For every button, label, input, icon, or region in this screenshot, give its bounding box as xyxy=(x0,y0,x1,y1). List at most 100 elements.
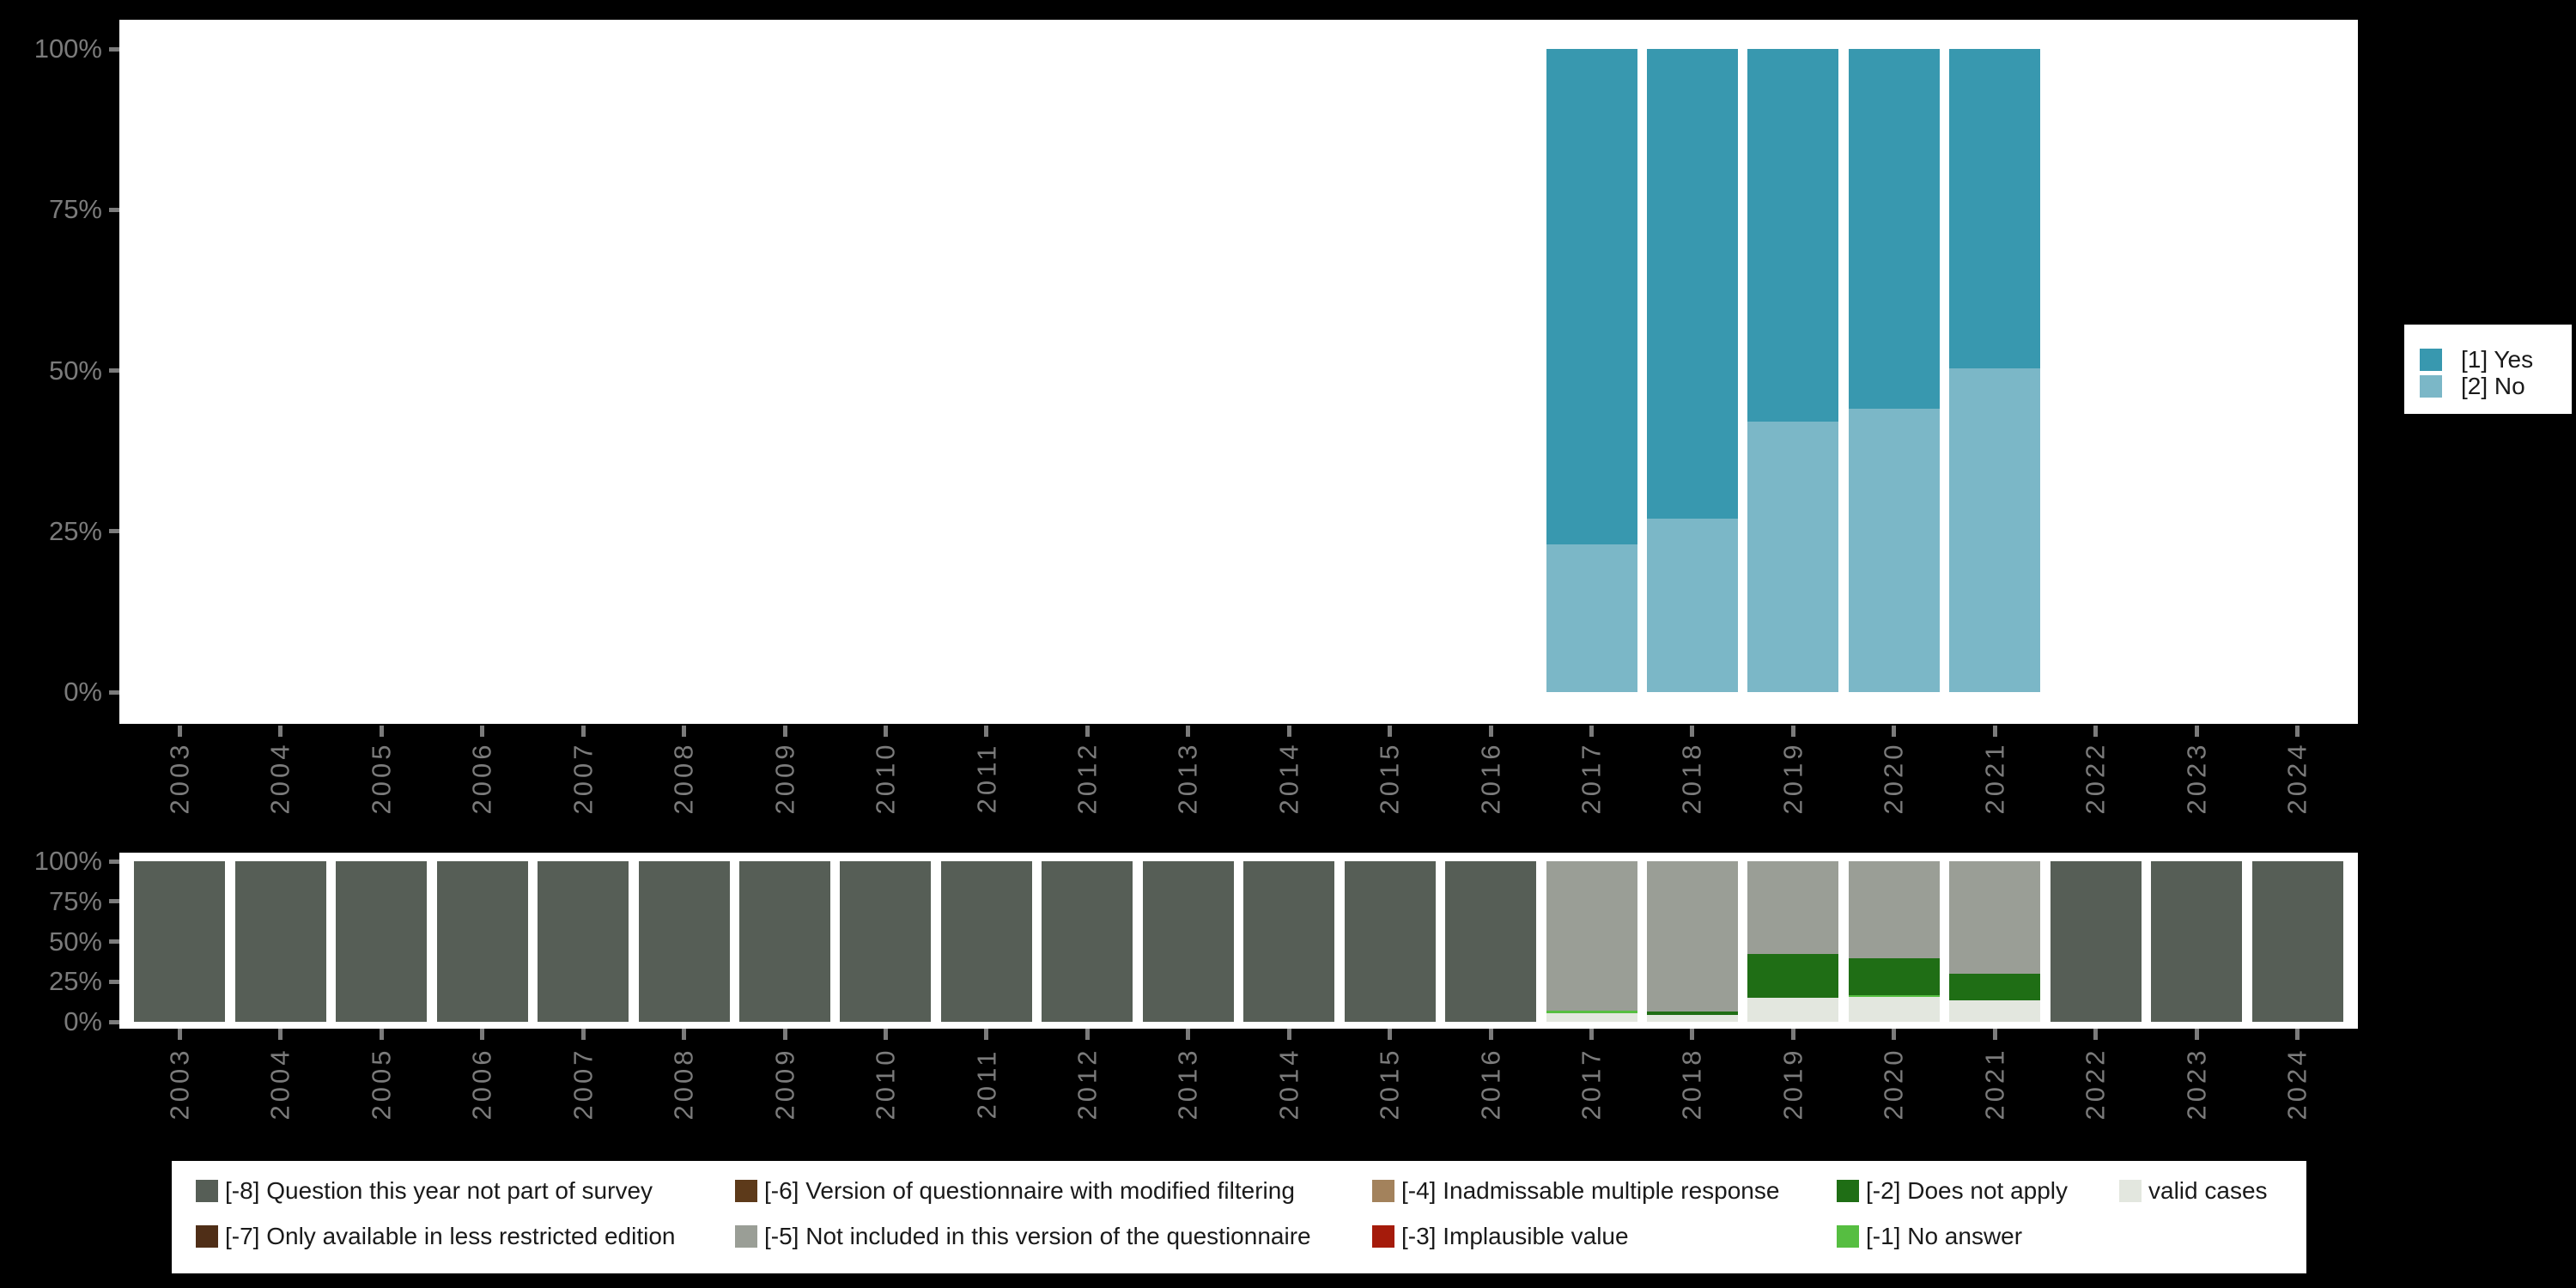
bar-segment-2021 xyxy=(1949,49,2041,368)
x-axis-year-label: 2018 xyxy=(1645,1037,1740,1130)
x-axis-year-text: 2014 xyxy=(1273,1047,1304,1121)
x-axis-year-label: 2016 xyxy=(1443,732,1538,824)
x-axis-tick xyxy=(984,726,989,737)
bar-segment-2020 xyxy=(1848,49,1940,410)
y-axis-tick-label: 75% xyxy=(48,885,102,916)
legend-swatch-valid_cases xyxy=(2119,1180,2142,1202)
x-axis-year-label: 2012 xyxy=(1040,732,1134,824)
x-axis-year-text: 2008 xyxy=(668,741,699,815)
x-axis-year-text: 2012 xyxy=(1072,741,1103,815)
y-axis-tick-label: 50% xyxy=(48,355,102,386)
legend-label: [-5] Not included in this version of the… xyxy=(764,1223,1311,1249)
x-axis-year-label: 2010 xyxy=(838,732,933,824)
y-axis-tick xyxy=(109,899,119,904)
legend-label: [-2] Does not apply xyxy=(1866,1177,2069,1204)
x-axis-tick xyxy=(984,1029,989,1040)
x-axis-year-text: 2013 xyxy=(1172,741,1203,815)
x-axis-year-label: 2006 xyxy=(435,732,530,824)
bar-segment-2021 xyxy=(1949,973,2041,1000)
x-axis-year-text: 2012 xyxy=(1072,1047,1103,1121)
x-axis-year-label: 2007 xyxy=(536,732,630,824)
y-axis-tick xyxy=(109,939,119,944)
legend-label: [-6] Version of questionnaire with modif… xyxy=(764,1177,1295,1204)
x-axis-year-text: 2015 xyxy=(1374,741,1405,815)
x-axis-year-label: 2015 xyxy=(1343,1037,1437,1130)
y-axis-tick-label: 0% xyxy=(64,1006,102,1036)
x-axis-year-text: 2018 xyxy=(1676,1047,1707,1121)
x-axis-year-label: 2009 xyxy=(738,1037,832,1130)
x-axis-year-text: 2015 xyxy=(1374,1047,1405,1121)
y-axis-tick xyxy=(109,529,119,534)
x-axis-year-label: 2009 xyxy=(738,732,832,824)
x-axis-tick xyxy=(883,726,888,737)
x-axis-year-label: 2018 xyxy=(1645,732,1740,824)
x-axis-year-label: 2010 xyxy=(838,1037,933,1130)
x-axis-year-label: 2024 xyxy=(2251,732,2345,824)
x-axis-tick xyxy=(1186,1029,1191,1040)
x-axis-year-text: 2011 xyxy=(970,742,1001,814)
x-axis-year-text: 2019 xyxy=(1777,741,1808,815)
bar-segment-2020 xyxy=(1848,409,1940,692)
bar-segment-2019 xyxy=(1747,49,1839,422)
y-axis-tick xyxy=(109,207,119,212)
x-axis-year-text: 2021 xyxy=(1979,1047,2010,1121)
legend-swatch-does_not_apply xyxy=(1837,1180,1859,1202)
x-axis-year-label: 2021 xyxy=(1947,1037,2042,1130)
x-axis-year-text: 2021 xyxy=(1979,741,2010,815)
x-axis-year-text: 2017 xyxy=(1576,1047,1607,1121)
bar-segment-2014 xyxy=(1243,861,1335,1022)
legend-swatch-yes xyxy=(2420,349,2442,371)
bar-segment-2019 xyxy=(1747,861,1839,955)
legend-swatch-inadmissable_multiple xyxy=(1372,1180,1394,1202)
x-axis-tick xyxy=(379,1029,384,1040)
bar-segment-2017 xyxy=(1546,1010,1637,1013)
x-axis-year-label: 2007 xyxy=(536,1037,630,1130)
x-axis-tick xyxy=(580,726,586,737)
bar-segment-2021 xyxy=(1949,368,2041,692)
x-axis-tick xyxy=(1589,1029,1594,1040)
x-axis-year-label: 2022 xyxy=(2049,732,2143,824)
x-axis-tick xyxy=(1488,726,1493,737)
x-axis-year-label: 2012 xyxy=(1040,1037,1134,1130)
x-axis-year-text: 2010 xyxy=(870,1047,901,1121)
x-axis-year-text: 2019 xyxy=(1777,1047,1808,1121)
x-axis-year-text: 2023 xyxy=(2181,741,2212,815)
x-axis-year-text: 2003 xyxy=(164,1047,195,1121)
bar-segment-2010 xyxy=(840,861,932,1022)
x-axis-year-label: 2022 xyxy=(2049,1037,2143,1130)
y-axis-tick xyxy=(109,46,119,52)
bar-segment-2018 xyxy=(1646,518,1738,692)
x-axis-year-text: 2003 xyxy=(164,741,195,815)
x-axis-tick xyxy=(1084,726,1090,737)
bar-segment-2019 xyxy=(1747,954,1839,998)
y-axis-tick xyxy=(109,1019,119,1024)
x-axis-year-label: 2014 xyxy=(1242,732,1336,824)
x-axis-year-text: 2007 xyxy=(568,1047,598,1121)
x-axis-year-label: 2023 xyxy=(2149,1037,2244,1130)
y-axis-tick-label: 25% xyxy=(48,966,102,997)
x-axis-tick xyxy=(480,726,485,737)
x-axis-year-text: 2020 xyxy=(1878,741,1909,815)
x-axis-year-text: 2014 xyxy=(1273,741,1304,815)
x-axis-tick xyxy=(1186,726,1191,737)
y-axis-tick-label: 75% xyxy=(48,194,102,225)
x-axis-tick xyxy=(682,726,687,737)
legend-label: [-4] Inadmissable multiple response xyxy=(1401,1177,1780,1204)
x-axis-year-text: 2006 xyxy=(466,1047,497,1121)
x-axis-year-label: 2008 xyxy=(637,732,732,824)
x-axis-tick xyxy=(1790,726,1795,737)
x-axis-tick xyxy=(2295,1029,2300,1040)
x-axis-year-text: 2020 xyxy=(1878,1047,1909,1121)
x-axis-tick xyxy=(177,1029,182,1040)
x-axis-year-text: 2004 xyxy=(264,1047,295,1121)
x-axis-tick xyxy=(1589,726,1594,737)
bar-segment-2020 xyxy=(1848,995,1940,997)
x-axis-year-label: 2020 xyxy=(1847,732,1941,824)
x-axis-year-text: 2010 xyxy=(870,741,901,815)
x-axis-tick xyxy=(682,1029,687,1040)
x-axis-year-text: 2017 xyxy=(1576,741,1607,815)
bar-segment-2022 xyxy=(2050,861,2142,1022)
y-axis-tick-label: 50% xyxy=(48,926,102,957)
y-axis-tick xyxy=(109,690,119,695)
